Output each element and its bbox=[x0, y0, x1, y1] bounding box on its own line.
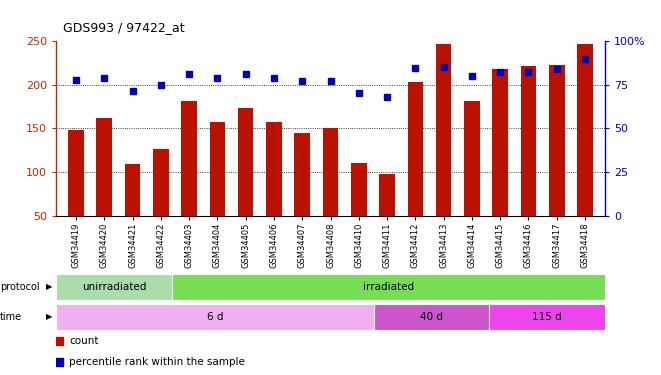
Text: 115 d: 115 d bbox=[532, 312, 562, 322]
Bar bbox=[577, 44, 593, 216]
Bar bbox=[97, 118, 112, 216]
Bar bbox=[181, 100, 197, 216]
Bar bbox=[351, 163, 367, 216]
Text: 6 d: 6 d bbox=[207, 312, 223, 322]
Bar bbox=[436, 44, 451, 216]
Bar bbox=[323, 128, 338, 216]
Bar bbox=[489, 304, 605, 330]
Text: time: time bbox=[0, 312, 22, 322]
Bar bbox=[521, 66, 536, 216]
Bar bbox=[266, 122, 282, 216]
Bar bbox=[172, 274, 605, 300]
Bar bbox=[125, 164, 140, 216]
Bar bbox=[238, 108, 253, 216]
Text: GDS993 / 97422_at: GDS993 / 97422_at bbox=[63, 21, 184, 34]
Bar bbox=[373, 304, 489, 330]
Bar bbox=[464, 100, 480, 216]
Bar bbox=[68, 130, 84, 216]
Bar bbox=[210, 122, 225, 216]
Text: protocol: protocol bbox=[0, 282, 40, 292]
Text: ▶: ▶ bbox=[46, 282, 53, 291]
Text: ▶: ▶ bbox=[46, 312, 53, 321]
Bar bbox=[294, 133, 310, 216]
Bar bbox=[379, 174, 395, 216]
Bar bbox=[56, 304, 373, 330]
Bar bbox=[549, 65, 564, 216]
Bar bbox=[408, 82, 423, 216]
Text: irradiated: irradiated bbox=[363, 282, 414, 292]
Text: percentile rank within the sample: percentile rank within the sample bbox=[69, 357, 245, 368]
Bar bbox=[153, 149, 169, 216]
Text: unirradiated: unirradiated bbox=[82, 282, 146, 292]
Bar bbox=[56, 274, 172, 300]
Text: 40 d: 40 d bbox=[420, 312, 443, 322]
Text: count: count bbox=[69, 336, 99, 346]
Bar bbox=[492, 69, 508, 216]
